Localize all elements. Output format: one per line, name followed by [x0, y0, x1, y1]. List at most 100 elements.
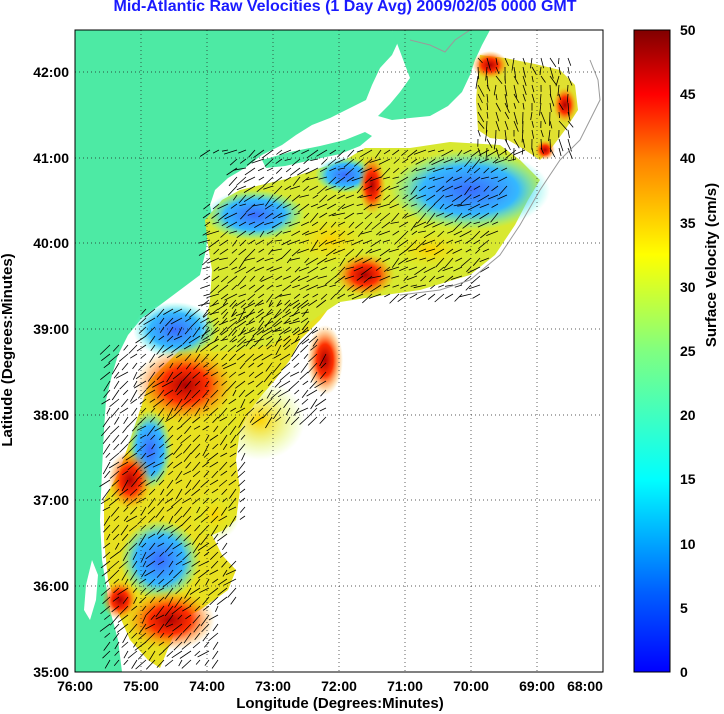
velocity-arrow [282, 302, 292, 312]
velocity-arrow [445, 176, 454, 183]
velocity-arrow [203, 416, 210, 422]
velocity-arrow [336, 149, 346, 158]
velocity-arrow [344, 212, 355, 220]
velocity-arrow [224, 293, 238, 301]
velocity-arrow [117, 587, 129, 596]
velocity-arrow [184, 380, 192, 389]
velocity-arrow [287, 239, 301, 246]
velocity-arrow [486, 102, 489, 111]
velocity-arrow [128, 434, 138, 444]
velocity-arrow [131, 425, 138, 432]
velocity-arrow [345, 194, 355, 199]
velocity-arrow [471, 212, 481, 219]
velocity-arrow [473, 239, 481, 245]
velocity-arrow [393, 167, 400, 174]
velocity-arrow [183, 452, 192, 462]
y-tick-label: 39:00 [33, 321, 69, 337]
velocity-arrow [191, 560, 201, 567]
velocity-arrow [263, 398, 273, 407]
velocity-arrow [485, 66, 488, 81]
velocity-arrow [347, 149, 355, 158]
velocity-arrow [247, 239, 256, 245]
velocity-arrow [407, 149, 418, 158]
velocity-arrow [389, 194, 400, 204]
velocity-arrow [363, 185, 373, 191]
velocity-arrow [269, 266, 283, 272]
velocity-arrow [172, 407, 183, 418]
velocity-arrow [145, 623, 156, 630]
velocity-arrow [189, 308, 201, 318]
velocity-arrow [326, 203, 337, 210]
velocity-arrow [419, 257, 427, 261]
velocity-arrow [346, 176, 355, 182]
velocity-arrow [403, 275, 409, 282]
velocity-arrow [540, 57, 545, 69]
velocity-arrow [495, 75, 503, 84]
velocity-arrow [309, 185, 319, 191]
velocity-arrow [265, 338, 274, 347]
velocity-arrow [156, 524, 165, 535]
velocity-arrow [131, 407, 138, 416]
velocity-arrow [255, 311, 265, 319]
velocity-arrow [261, 326, 273, 334]
velocity-arrow [230, 407, 237, 412]
velocity-arrow [302, 230, 310, 235]
velocity-arrow [557, 84, 560, 97]
velocity-arrow [261, 311, 274, 319]
velocity-arrow [175, 470, 183, 481]
velocity-arrow [454, 212, 463, 223]
velocity-arrow [192, 497, 201, 505]
x-tick-label: 74:00 [189, 678, 225, 694]
velocity-arrow [378, 230, 391, 236]
velocity-arrow [266, 284, 274, 290]
velocity-arrow [265, 416, 273, 429]
velocity-arrow [202, 320, 211, 329]
velocity-arrow [365, 248, 373, 254]
velocity-arrow [199, 587, 210, 594]
velocity-arrow [362, 239, 373, 245]
velocity-arrow [522, 138, 526, 148]
velocity-arrow [275, 275, 283, 281]
y-tick-label: 38:00 [33, 407, 69, 423]
velocity-arrow [248, 284, 256, 290]
velocity-arrow [174, 398, 183, 412]
velocity-arrow [156, 389, 165, 399]
velocity-arrow [389, 203, 400, 209]
velocity-arrow [486, 149, 499, 157]
velocity-arrow [485, 147, 488, 161]
velocity-arrow [310, 371, 318, 383]
velocity-arrow [158, 596, 165, 603]
velocity-arrow [113, 371, 120, 379]
velocity-arrow [151, 443, 156, 450]
velocity-arrow [272, 317, 282, 327]
y-tick-label: 41:00 [33, 150, 69, 166]
velocity-arrow [229, 461, 237, 468]
velocity-arrow [219, 257, 229, 261]
velocity-arrow [256, 398, 264, 404]
velocity-arrow [397, 257, 409, 265]
velocity-arrow [473, 221, 481, 225]
velocity-arrow [345, 248, 355, 257]
velocity-arrow [495, 93, 498, 101]
velocity-arrow [192, 416, 201, 424]
velocity-arrow [102, 542, 111, 549]
velocity-arrow [383, 284, 391, 288]
velocity-arrow [257, 308, 264, 314]
velocity-arrow [109, 614, 120, 626]
velocity-arrow [164, 605, 174, 617]
velocity-arrow [238, 389, 246, 398]
velocity-arrow [222, 311, 229, 319]
velocity-arrow [317, 275, 328, 279]
velocity-arrow [197, 542, 210, 551]
velocity-arrow [116, 461, 129, 469]
velocity-arrow [159, 317, 165, 325]
velocity-arrow [258, 407, 264, 413]
velocity-arrow [549, 102, 552, 113]
velocity-arrow [288, 320, 301, 325]
velocity-arrow [162, 578, 174, 588]
velocity-arrow [486, 230, 499, 236]
velocity-arrow [208, 239, 220, 248]
velocity-arrow [281, 311, 292, 319]
velocity-arrow [141, 542, 147, 548]
